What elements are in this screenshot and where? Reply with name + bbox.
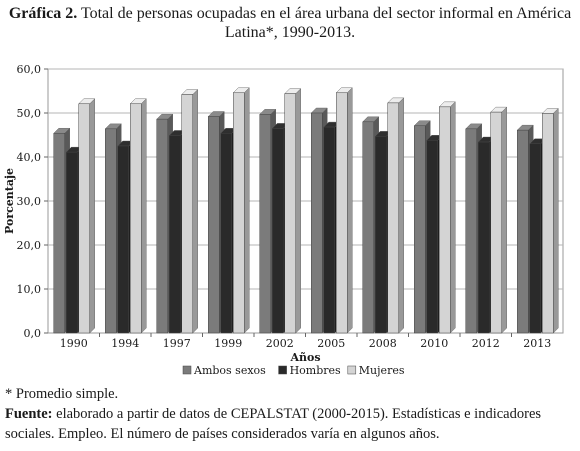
bar-ambos-sexos xyxy=(53,132,65,334)
bar-hombres xyxy=(478,141,490,334)
legend-swatch xyxy=(278,365,287,375)
bar-mujeres xyxy=(130,103,142,334)
bar-ambos-sexos xyxy=(311,112,323,334)
bar-mujeres xyxy=(336,92,348,334)
y-tick-label: 0,0 xyxy=(24,327,42,340)
legend-swatch xyxy=(182,365,192,375)
bar-ambos-sexos xyxy=(105,128,117,334)
y-tick-label: 60,0 xyxy=(17,63,42,76)
footnote-asterisk: * Promedio simple. xyxy=(5,386,119,402)
bar-mujeres xyxy=(181,94,193,334)
bar-side xyxy=(501,106,507,334)
bar-side xyxy=(553,107,559,334)
bar-hombres xyxy=(426,140,438,334)
x-tick-label: 1990 xyxy=(60,337,88,350)
legend-entry: Ambos sexos xyxy=(193,364,266,377)
bar-ambos-sexos xyxy=(362,121,374,334)
bar-mujeres xyxy=(284,93,296,334)
chart-title-line2: Latina*, 1990-2013. xyxy=(224,24,356,41)
legend-swatch xyxy=(347,365,357,375)
bar-mujeres xyxy=(542,113,554,334)
legend-entry: Hombres xyxy=(290,364,341,377)
x-tick-label: 2012 xyxy=(472,337,500,350)
bar-side xyxy=(244,87,250,334)
bar-ambos-sexos xyxy=(259,114,271,334)
y-tick-label: 50,0 xyxy=(17,107,42,120)
x-tick-label: 2013 xyxy=(523,337,551,350)
y-axis-label: Porcentaje xyxy=(3,168,16,234)
bar-side xyxy=(192,89,198,334)
x-tick-label: 2005 xyxy=(317,337,345,350)
bar-mujeres xyxy=(490,111,502,334)
chart-title-line1: Total de personas ocupadas en el área ur… xyxy=(80,5,572,22)
legend-entry: Mujeres xyxy=(359,364,405,377)
y-tick-label: 40,0 xyxy=(17,151,42,164)
footnote-source-text: elaborado a partir de datos de CEPALSTAT… xyxy=(5,406,542,442)
footnote-source: Fuente: elaborado a partir de datos de C… xyxy=(5,404,577,444)
bar-ambos-sexos xyxy=(414,125,426,334)
bar-hombres xyxy=(375,136,387,334)
chart-title-label: Gráfica 2. xyxy=(8,5,78,22)
x-axis-label: Años xyxy=(289,351,320,364)
bar-side xyxy=(295,88,301,334)
x-tick-label: 2010 xyxy=(420,337,448,350)
x-tick-label: 1999 xyxy=(214,337,242,350)
bar-ambos-sexos xyxy=(208,116,220,334)
y-tick-label: 30,0 xyxy=(17,195,42,208)
bar-hombres xyxy=(529,143,541,334)
footnote-source-label: Fuente: xyxy=(5,406,53,422)
footnotes: * Promedio simple. Fuente: elaborado a p… xyxy=(5,384,577,444)
bar-side xyxy=(347,87,353,334)
bar-mujeres xyxy=(233,92,245,334)
bar-side xyxy=(450,101,456,334)
bar-ambos-sexos xyxy=(156,118,168,334)
chart-title: Gráfica 2. Total de personas ocupadas en… xyxy=(0,4,580,42)
bar-side xyxy=(398,97,404,334)
y-tick-label: 20,0 xyxy=(17,239,42,252)
bar-ambos-sexos xyxy=(465,128,477,334)
x-tick-label: 2008 xyxy=(369,337,397,350)
bar-hombres xyxy=(220,132,232,334)
bar-side xyxy=(141,98,147,334)
x-tick-label: 1997 xyxy=(163,337,191,350)
bar-ambos-sexos xyxy=(517,129,529,334)
bar-hombres xyxy=(117,145,129,334)
bar-mujeres xyxy=(78,103,90,334)
x-tick-label: 1994 xyxy=(111,337,139,350)
x-tick-label: 2002 xyxy=(266,337,294,350)
y-tick-label: 10,0 xyxy=(17,283,42,296)
bar-hombres xyxy=(272,128,284,334)
bar-mujeres xyxy=(387,102,399,334)
bar-hombres xyxy=(66,151,78,334)
bar-hombres xyxy=(323,126,335,334)
bar-side xyxy=(89,98,95,334)
bar-mujeres xyxy=(439,106,451,334)
bar-hombres xyxy=(169,135,181,334)
